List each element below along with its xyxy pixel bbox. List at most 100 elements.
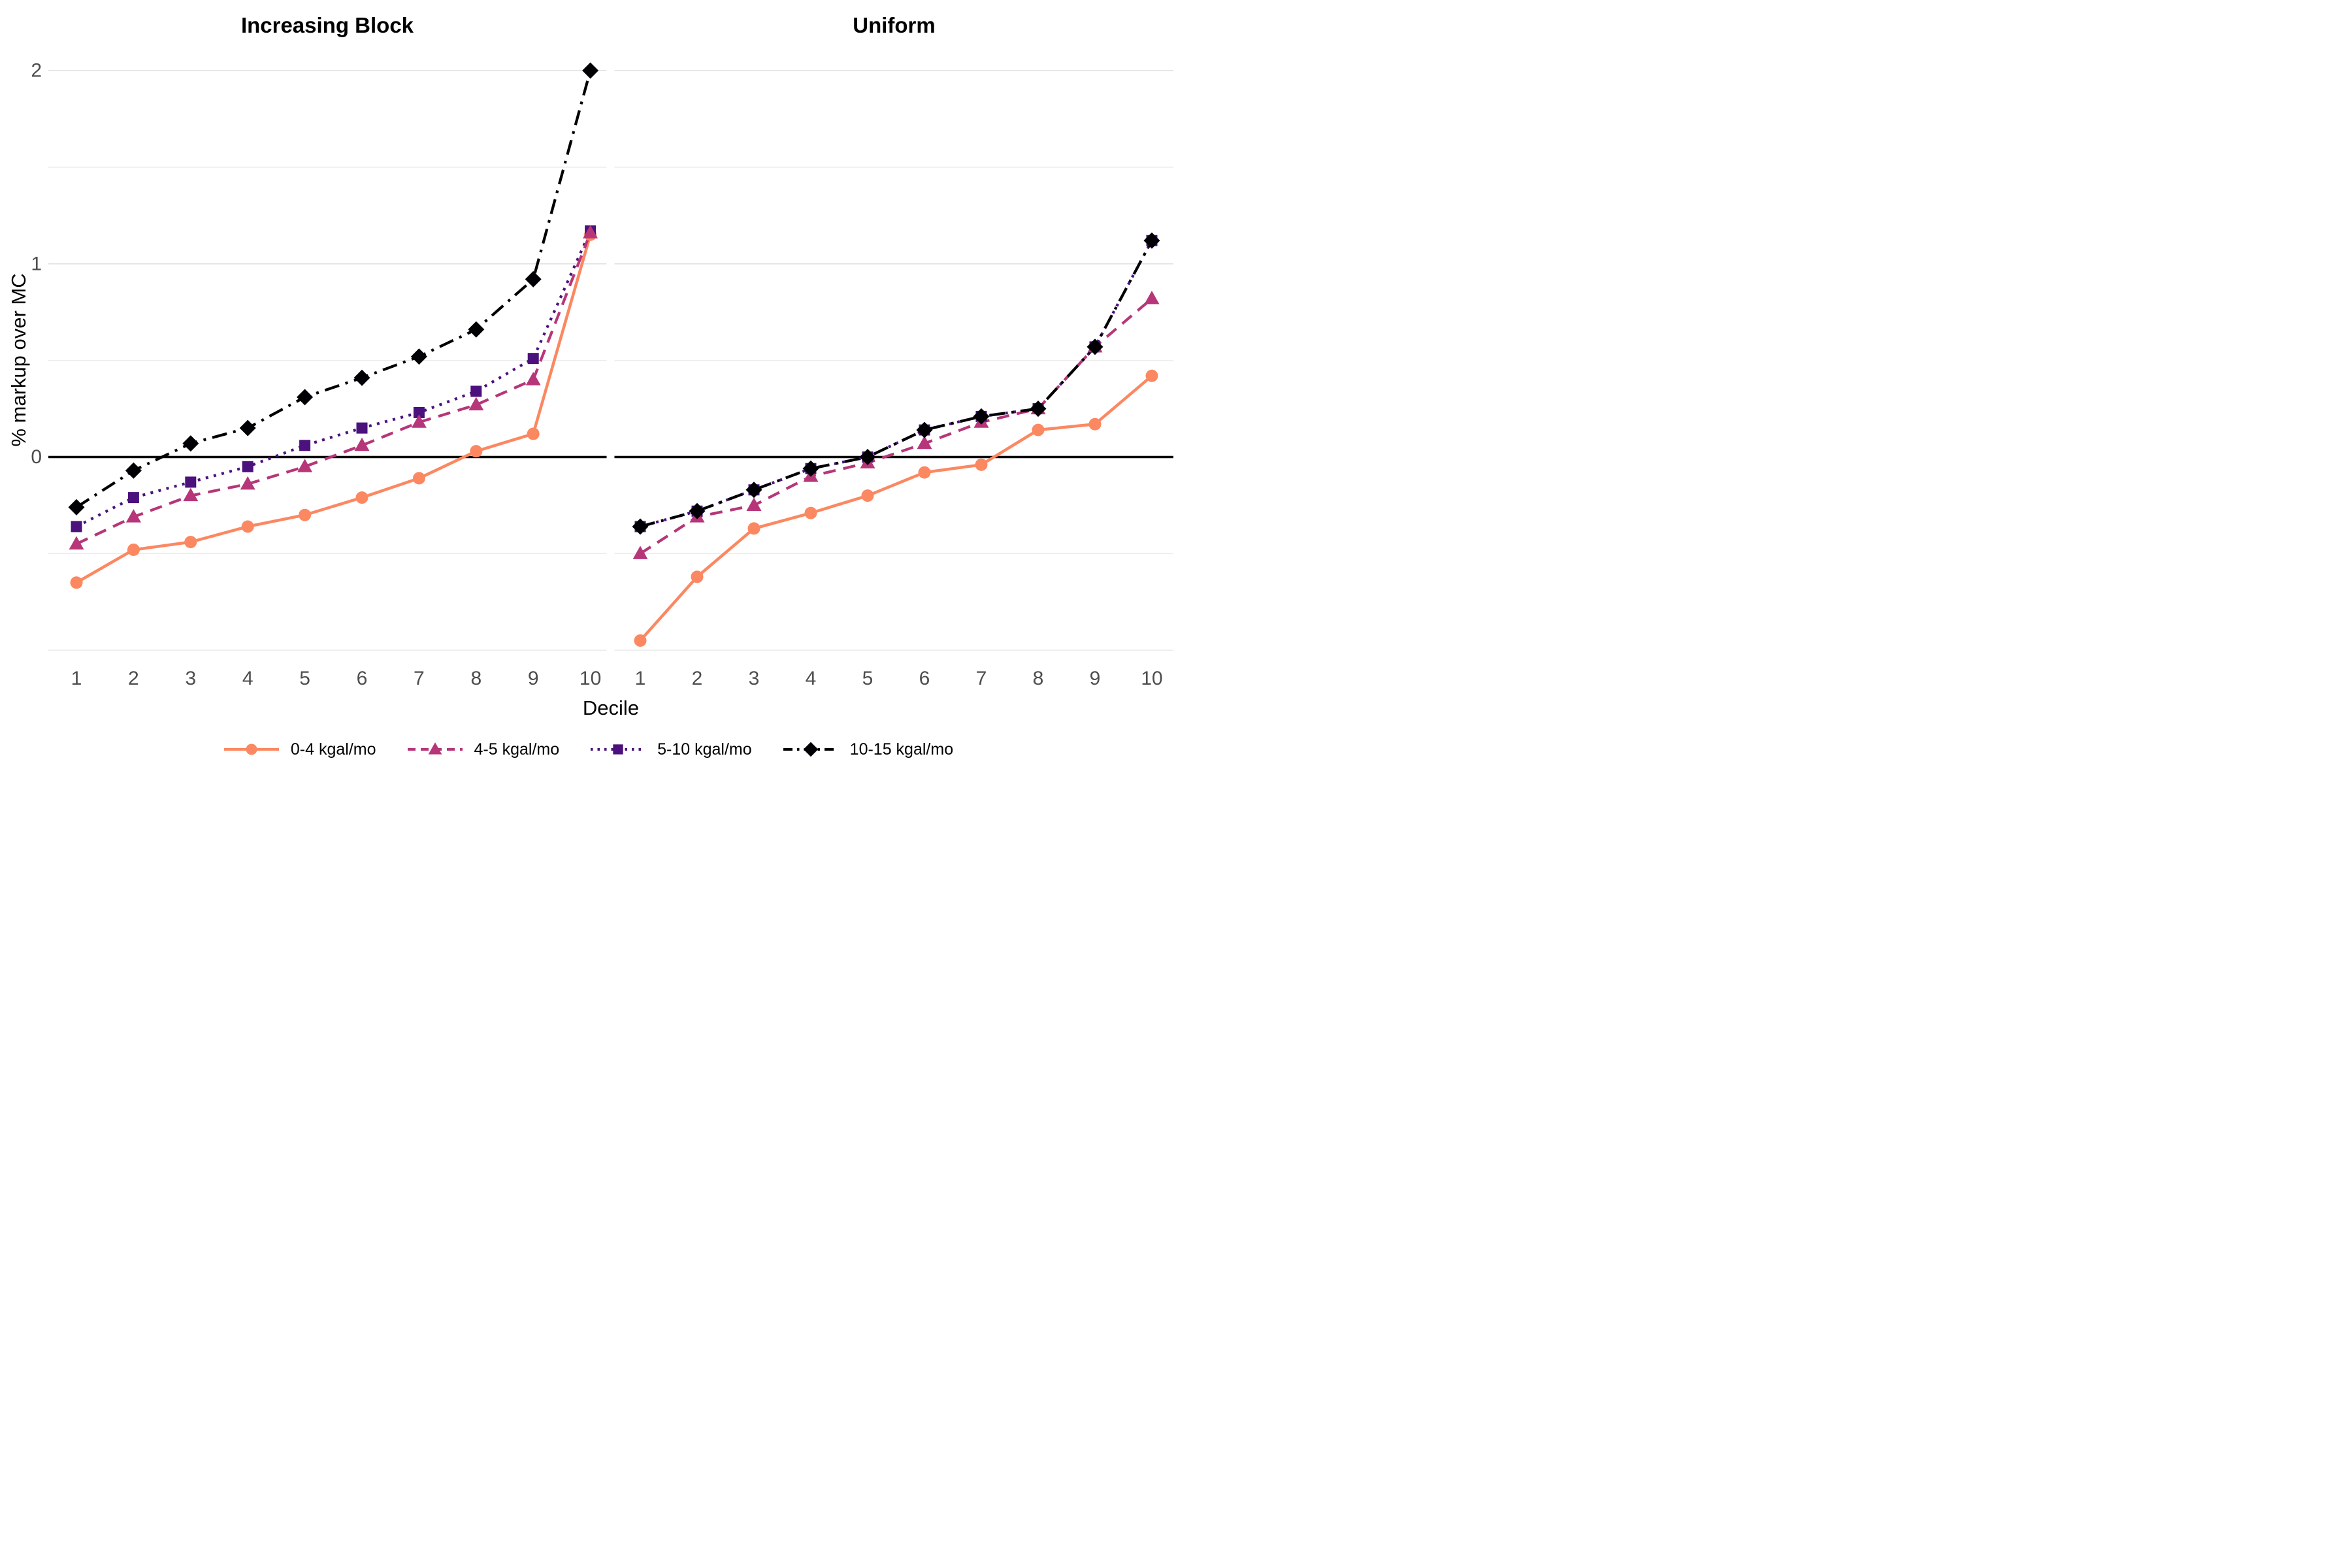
- legend-item: 5-10 kgal/mo: [589, 738, 752, 760]
- data-point-circle: [527, 427, 540, 440]
- x-tick-label: 4: [806, 668, 817, 689]
- data-point-diamond: [297, 389, 314, 406]
- data-point-triangle: [917, 435, 932, 449]
- legend-item: 10-15 kgal/mo: [782, 738, 953, 760]
- y-tick-label: 0: [31, 446, 42, 468]
- data-point-circle: [747, 522, 760, 535]
- series-line-triangle: [76, 232, 592, 546]
- data-point-diamond: [1086, 338, 1103, 355]
- data-point-diamond: [468, 321, 485, 338]
- legend-item: 0-4 kgal/mo: [223, 738, 376, 760]
- legend-marker-triangle: [428, 742, 442, 755]
- data-point-circle: [1088, 417, 1102, 431]
- data-point-triangle: [183, 487, 199, 502]
- data-point-diamond: [802, 460, 819, 477]
- data-point-triangle: [746, 497, 762, 511]
- data-point-square: [527, 353, 539, 365]
- data-point-diamond: [689, 502, 706, 519]
- data-point-circle: [975, 458, 988, 471]
- x-tick-label: 8: [1033, 668, 1044, 689]
- data-point-diamond: [68, 498, 85, 515]
- data-point-diamond: [410, 348, 427, 365]
- data-point-diamond: [1030, 400, 1047, 417]
- x-tick-label: 5: [299, 668, 310, 689]
- data-point-triangle: [297, 459, 313, 472]
- data-point-diamond: [916, 421, 933, 438]
- panel-title-uniform: Uniform: [853, 13, 936, 37]
- x-tick-label: 1: [635, 668, 646, 689]
- x-tick-label: 9: [528, 668, 539, 689]
- legend-item-label: 4-5 kgal/mo: [474, 740, 560, 759]
- data-point-triangle: [240, 476, 255, 490]
- legend-key-square: [591, 744, 646, 755]
- x-tick-label: 4: [242, 668, 253, 689]
- data-point-square: [356, 422, 368, 434]
- data-point-diamond: [582, 62, 599, 79]
- data-point-square: [185, 476, 197, 488]
- series-line-diamond: [640, 240, 1153, 528]
- data-point-circle: [918, 466, 931, 479]
- chart-canvas: 1 2 3 4 5 6 7 8 9 10 1 2 3 4 5 6 7 8 9 10 0 1 2: [31, 60, 1173, 689]
- legend-marker-square: [613, 744, 623, 755]
- data-point-circle: [412, 472, 425, 485]
- data-point-diamond: [125, 462, 142, 479]
- x-tick-label: 3: [749, 668, 760, 689]
- x-tick-label: 5: [862, 668, 874, 689]
- series-line-triangle: [639, 297, 1153, 555]
- data-point-circle: [691, 570, 704, 583]
- data-point-circle: [1032, 423, 1045, 436]
- y-axis-title: % markup over MC: [7, 273, 30, 447]
- panel-increasing-block: 1 2 3 4 5 6 7 8 9 10: [48, 62, 607, 689]
- x-tick-label: 1: [71, 668, 82, 689]
- data-point-triangle: [1144, 290, 1160, 304]
- data-point-diamond: [239, 419, 256, 436]
- series-line-circle: [639, 374, 1153, 642]
- data-point-circle: [127, 543, 140, 556]
- legend-item-label: 10-15 kgal/mo: [849, 740, 954, 759]
- legend-item: 4-5 kgal/mo: [406, 738, 560, 760]
- data-point-diamond: [182, 435, 199, 452]
- data-point-triangle: [583, 225, 598, 238]
- series-line-square: [76, 230, 592, 528]
- x-tick-label: 7: [976, 668, 987, 689]
- data-point-circle: [355, 491, 368, 504]
- data-point-square: [413, 406, 425, 418]
- data-point-circle: [634, 634, 647, 647]
- data-point-circle: [184, 536, 197, 549]
- data-point-square: [470, 385, 482, 397]
- x-tick-label: 7: [414, 668, 425, 689]
- series-line-diamond: [75, 70, 592, 509]
- data-point-diamond: [973, 408, 990, 425]
- legend: 0-4 kgal/mo 4-5 kgal/mo 5-10 kgal/mo 10-15 …: [0, 738, 1176, 760]
- data-point-triangle: [125, 509, 141, 523]
- legend-key-circle: [223, 743, 279, 755]
- legend-marker-circle: [246, 743, 257, 755]
- legend-key-diamond: [783, 742, 838, 757]
- data-point-square: [127, 492, 139, 504]
- data-point-circle: [861, 489, 874, 502]
- data-point-triangle: [69, 536, 84, 550]
- y-tick-label: 2: [31, 60, 42, 82]
- x-tick-label: 2: [128, 668, 139, 689]
- data-point-diamond: [632, 518, 649, 535]
- data-point-circle: [804, 506, 817, 519]
- x-tick-label: 8: [470, 668, 482, 689]
- data-point-triangle: [525, 372, 541, 385]
- panel-title-increasing-block: Increasing Block: [240, 13, 414, 37]
- legend-marker-diamond: [803, 742, 818, 757]
- x-axis-title: Decile: [582, 696, 640, 719]
- data-point-triangle: [354, 437, 370, 451]
- data-point-square: [71, 521, 82, 532]
- x-tick-label: 10: [580, 668, 601, 689]
- data-point-triangle: [411, 414, 427, 428]
- x-tick-label: 6: [357, 668, 368, 689]
- data-point-triangle: [632, 546, 648, 559]
- data-point-circle: [1145, 369, 1158, 382]
- data-point-diamond: [1143, 232, 1160, 249]
- data-point-diamond: [353, 369, 370, 386]
- legend-item-label: 5-10 kgal/mo: [657, 740, 752, 759]
- legend-key-triangle: [407, 742, 463, 755]
- series-line-circle: [75, 234, 592, 584]
- data-point-circle: [241, 520, 254, 533]
- legend-item-label: 0-4 kgal/mo: [290, 740, 376, 759]
